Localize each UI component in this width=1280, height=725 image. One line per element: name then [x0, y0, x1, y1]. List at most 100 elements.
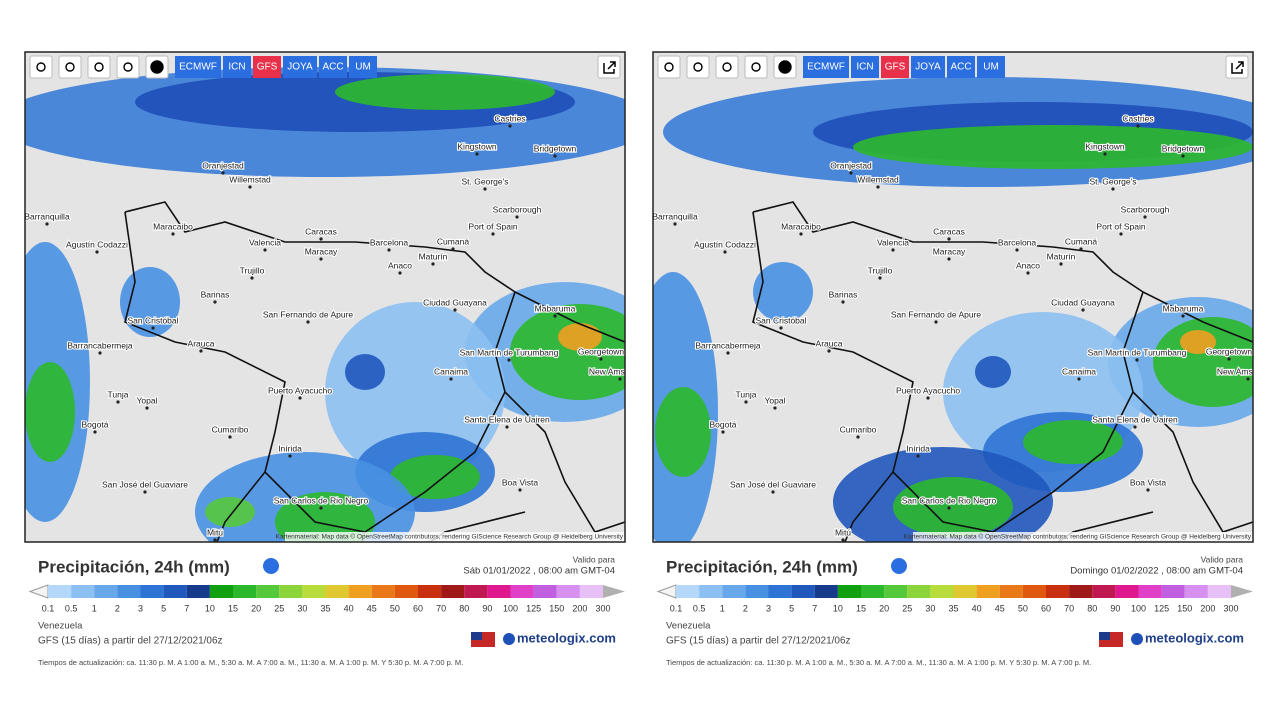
model-button[interactable] [175, 56, 221, 78]
model-button-label: UM [983, 62, 999, 73]
model-button[interactable] [349, 56, 377, 78]
city-label: Castries [494, 113, 525, 123]
model-button[interactable] [881, 56, 909, 78]
legend-tick-label: 70 [436, 603, 446, 613]
legend-swatch [94, 585, 118, 598]
model-button[interactable] [911, 56, 945, 78]
city-dot [491, 232, 495, 236]
city-dot [841, 538, 845, 542]
city-label: São Gabriel da Cachoeira [902, 564, 1000, 574]
legend-swatch [117, 585, 141, 598]
logo-icon [503, 633, 515, 645]
city-label: Barcelona [998, 237, 1037, 247]
city-label: Willemstad [229, 174, 271, 184]
model-button[interactable] [947, 56, 975, 78]
legend-tick-label: 7 [184, 603, 189, 613]
city-label: Canaima [434, 366, 468, 376]
city-dot [721, 430, 725, 434]
model-button[interactable] [283, 56, 317, 78]
legend-tick-label: 80 [1087, 603, 1097, 613]
legend-swatch [837, 585, 861, 598]
city-dot [151, 326, 155, 330]
legend-swatch [861, 585, 885, 598]
legend-tick-label: 35 [948, 603, 958, 613]
city-label: San José del Guaviare [730, 479, 816, 489]
legend-swatch [722, 585, 746, 598]
legend-arrow-high [1231, 585, 1253, 598]
model-button[interactable] [803, 56, 849, 78]
city-label: Georgetown [1206, 346, 1253, 356]
tool-button[interactable] [686, 55, 710, 79]
tool-button[interactable] [29, 55, 53, 79]
info-icon[interactable] [891, 558, 907, 574]
model-button[interactable] [977, 56, 1005, 78]
tool-icon [150, 60, 164, 74]
city-label: Puerto Ayacucho [268, 385, 332, 395]
model-button[interactable] [851, 56, 879, 78]
city-dot [298, 396, 302, 400]
info-icon[interactable] [263, 558, 279, 574]
precip-area [893, 477, 1013, 537]
model-button[interactable] [253, 56, 281, 78]
tool-button[interactable] [58, 55, 82, 79]
legend-swatch [325, 585, 349, 598]
model-button-label: ICN [228, 62, 245, 73]
city-label: Mabaruma [535, 303, 576, 313]
tool-button[interactable] [715, 55, 739, 79]
city-label: Boa Vista [1130, 477, 1167, 487]
tool-button[interactable] [87, 55, 111, 79]
model-run: GFS (15 días) a partir del 27/12/2021/06… [38, 636, 223, 647]
legend-swatch [768, 585, 792, 598]
city-dot [145, 406, 149, 410]
legend-tick-label: 125 [1154, 603, 1169, 613]
city-label: Anaco [1016, 260, 1040, 270]
city-dot [45, 222, 49, 226]
legend-tick-label: 300 [1223, 603, 1238, 613]
model-button[interactable] [319, 56, 347, 78]
precip-area [853, 125, 1253, 169]
legend-swatch [510, 585, 534, 598]
city-dot [1181, 154, 1185, 158]
legend-tick-label: 5 [789, 603, 794, 613]
city-label: Maracay [933, 246, 966, 256]
city-dot [827, 349, 831, 353]
tool-button[interactable] [657, 55, 681, 79]
city-label: Ciudad Guayana [1051, 297, 1115, 307]
legend-swatch [140, 585, 164, 598]
tool-icon [693, 62, 703, 72]
city-label: Trujillo [868, 265, 893, 275]
legend-tick-label: 60 [1041, 603, 1051, 613]
model-button-label: GFS [885, 62, 906, 73]
city-label: Barrancabermeja [695, 340, 760, 350]
city-label: Inírida [906, 443, 930, 453]
tool-button[interactable] [744, 55, 768, 79]
model-button[interactable] [223, 56, 251, 78]
city-label: New Amsterdam [589, 366, 651, 376]
legend-swatch [209, 585, 233, 598]
city-label: San Fernando de Apure [891, 309, 982, 319]
legend-swatch [464, 585, 488, 598]
city-dot [171, 232, 175, 236]
city-dot [431, 262, 435, 266]
city-dot [1146, 488, 1150, 492]
city-dot [1015, 248, 1019, 252]
legend-swatch [676, 585, 700, 598]
city-dot [505, 425, 509, 429]
city-label: Maturín [1047, 251, 1076, 261]
city-dot [263, 248, 267, 252]
city-dot [1227, 357, 1231, 361]
legend-arrow-low [28, 584, 49, 599]
city-dot [250, 276, 254, 280]
city-label: São Gabriel da Cachoeira [274, 564, 372, 574]
city-dot [385, 577, 388, 580]
valid-label: Valido para [573, 554, 616, 564]
attribution: Kartenmaterial: Map data © OpenStreetMap… [276, 533, 624, 541]
legend-swatch [256, 585, 280, 598]
legend-tick-label: 200 [572, 603, 587, 613]
legend-tick-label: 1 [720, 603, 725, 613]
city-dot [926, 396, 930, 400]
city-dot [723, 250, 727, 254]
update-times: Tiempos de actualización: ca. 11:30 p. M… [666, 658, 1091, 667]
city-label: San Cristóbal [127, 315, 178, 325]
tool-button[interactable] [116, 55, 140, 79]
